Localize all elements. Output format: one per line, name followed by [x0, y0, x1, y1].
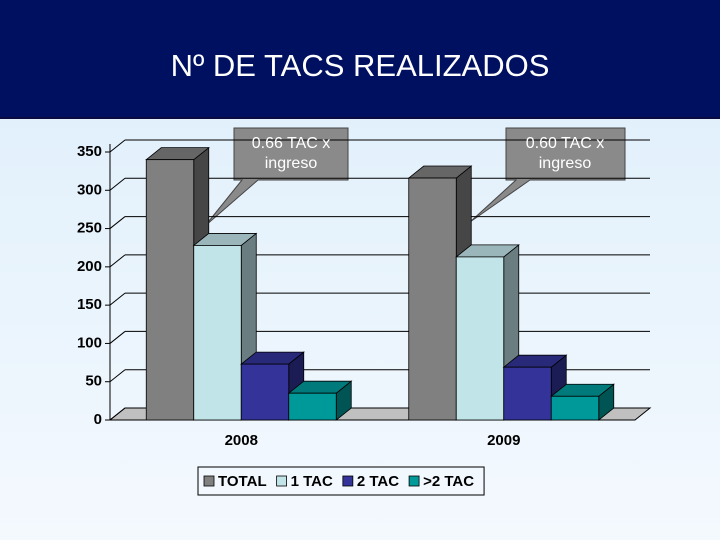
- y-tick-label: 0: [94, 411, 102, 428]
- annotation: 0.66 TAC x ingreso: [251, 135, 331, 172]
- bar-front: [455, 256, 505, 421]
- legend-label: 1 TAC: [291, 473, 333, 490]
- bar-front: [145, 159, 195, 421]
- bar-front: [193, 245, 242, 421]
- grid-line-depth: [109, 369, 126, 383]
- grid-line-depth: [109, 331, 126, 344]
- x-tick-label: 2008: [225, 432, 258, 449]
- legend-swatch: [203, 475, 215, 487]
- legend: TOTAL 1 TAC 2 TAC >2 TAC: [197, 466, 485, 496]
- annotation: 0.60 TAC x ingreso: [525, 135, 605, 172]
- bar: [502, 354, 568, 421]
- bar: [550, 383, 615, 421]
- header-band: [0, 0, 720, 119]
- legend-swatch: [342, 475, 354, 487]
- bar-front: [503, 366, 552, 421]
- y-tick-label: 200: [77, 258, 102, 275]
- grid-line-depth: [109, 139, 126, 153]
- grid-line-depth: [109, 216, 126, 229]
- callout-box: [469, 127, 626, 223]
- legend-box: [197, 466, 485, 496]
- bar: [287, 380, 353, 421]
- x-tick-label: 2009: [487, 432, 520, 449]
- legend-swatch: [276, 475, 288, 487]
- grid-line-depth: [109, 407, 126, 421]
- y-tick-label: 150: [77, 296, 102, 313]
- grid-line-depth: [109, 254, 126, 268]
- legend-label: 2 TAC: [357, 473, 399, 490]
- bar-front: [550, 395, 600, 421]
- callout-box: [204, 127, 349, 227]
- grid-line-depth: [109, 292, 126, 306]
- y-tick-label: 300: [77, 181, 102, 198]
- legend-label: >2 TAC: [423, 473, 474, 490]
- chart-title: Nº DE TACS REALIZADOS: [170, 48, 550, 83]
- y-tick-label: 350: [77, 143, 102, 160]
- legend-label: TOTAL: [218, 473, 267, 490]
- y-tick-label: 250: [77, 220, 102, 237]
- legend-swatch: [408, 475, 420, 487]
- bar: [240, 351, 305, 421]
- y-tick-label: 100: [77, 334, 102, 351]
- bar-front: [288, 392, 337, 421]
- bar-front: [240, 363, 290, 421]
- y-tick-label: 50: [85, 373, 102, 390]
- bar-front: [408, 177, 457, 421]
- grid-line-depth: [109, 177, 126, 191]
- bar: [407, 165, 473, 421]
